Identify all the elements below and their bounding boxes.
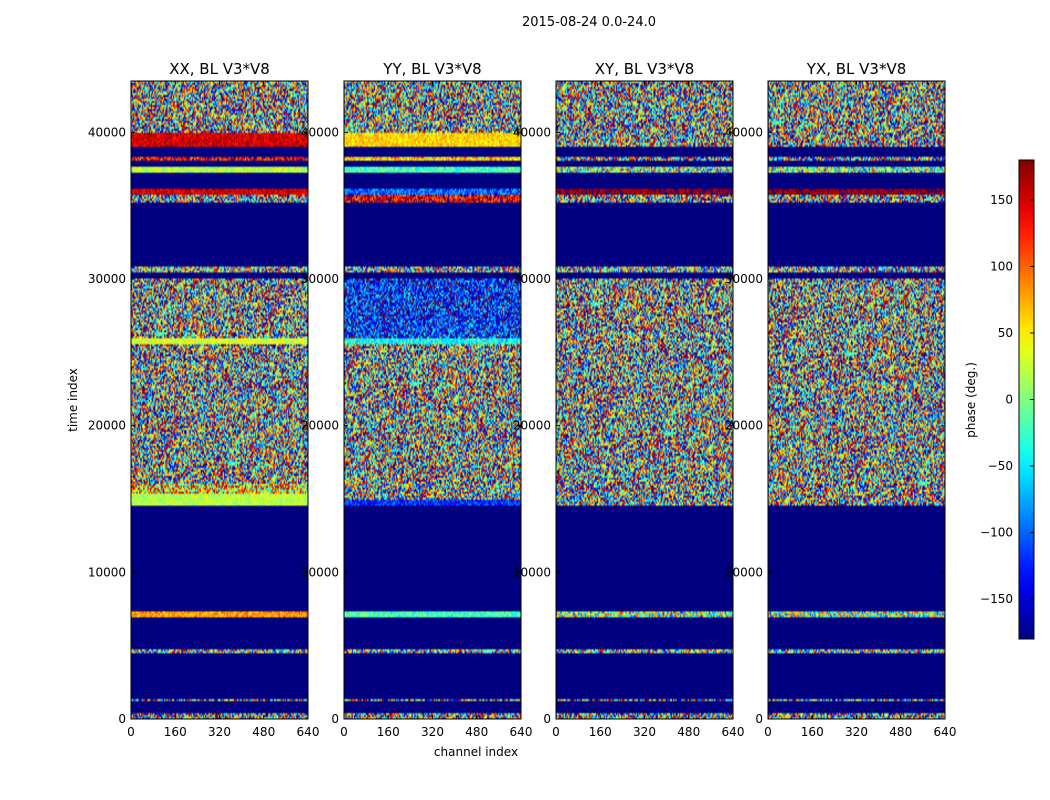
y-tick-label: 10000 (725, 565, 763, 579)
y-tick-label: 20000 (88, 419, 126, 433)
panel-title-2: YY, BL V3*V8 (382, 60, 481, 78)
x-tick-label: 0 (764, 725, 772, 739)
y-tick-label: 0 (331, 712, 339, 726)
colorbar-tick-label: −150 (980, 592, 1013, 606)
y-tick-label: 40000 (513, 125, 551, 139)
colorbar-label: phase (deg.) (964, 362, 978, 438)
x-tick-label: 320 (208, 725, 231, 739)
y-tick-label: 30000 (725, 272, 763, 286)
x-tick-label: 0 (552, 725, 560, 739)
phase-heatmap-2 (344, 81, 521, 719)
y-axis-label: time index (66, 368, 80, 432)
y-tick-label: 0 (755, 712, 763, 726)
panel-title-4: YX, BL V3*V8 (806, 60, 907, 78)
x-tick-label: 640 (722, 725, 745, 739)
y-tick-label: 10000 (513, 565, 551, 579)
x-tick-label: 160 (377, 725, 400, 739)
y-tick-label: 20000 (513, 419, 551, 433)
y-tick-label: 20000 (301, 419, 339, 433)
y-tick-label: 40000 (301, 125, 339, 139)
panel-title-1: XX, BL V3*V8 (169, 60, 270, 78)
panel-title-3: XY, BL V3*V8 (595, 60, 695, 78)
colorbar-tick-label: −100 (980, 526, 1013, 540)
panel-3: XY, BL V3*V8 0 160 320 480 640 0 10000 20000 3000… (513, 60, 745, 739)
x-axis-label: channel index (434, 745, 518, 759)
colorbar-tick-label: 150 (990, 193, 1013, 207)
x-tick-label: 160 (164, 725, 187, 739)
x-tick-label: 160 (589, 725, 612, 739)
y-tick-label: 10000 (301, 565, 339, 579)
phase-heatmap-1 (131, 81, 308, 719)
colorbar-tick-label: −50 (988, 459, 1013, 473)
x-tick-label: 640 (297, 725, 320, 739)
x-tick-label: 320 (421, 725, 444, 739)
panels-group: XX, BL V3*V8 0 160 320 480 640 0 10000 20000 3000… (88, 60, 957, 739)
panel-2: YY, BL V3*V8 0 160 320 480 640 0 10000 20000 3000… (301, 60, 533, 739)
y-tick-label: 40000 (725, 125, 763, 139)
y-tick-label: 0 (543, 712, 551, 726)
x-tick-label: 640 (934, 725, 957, 739)
panel-1: XX, BL V3*V8 0 160 320 480 640 0 10000 20000 3000… (88, 60, 320, 739)
x-tick-label: 320 (633, 725, 656, 739)
x-tick-label: 480 (252, 725, 275, 739)
phase-heatmap-3 (556, 81, 733, 719)
x-tick-label: 480 (465, 725, 488, 739)
colorbar-tick-label: 50 (998, 326, 1013, 340)
x-tick-label: 480 (677, 725, 700, 739)
colorbar-tick-label: 100 (990, 259, 1013, 273)
y-tick-label: 20000 (725, 419, 763, 433)
x-tick-label: 0 (127, 725, 135, 739)
y-tick-label: 40000 (88, 125, 126, 139)
x-tick-label: 640 (510, 725, 533, 739)
y-tick-label: 30000 (513, 272, 551, 286)
figure-title: 2015-08-24 0.0-24.0 (522, 15, 656, 30)
y-tick-label: 0 (118, 712, 126, 726)
colorbar: −150 −100 −50 0 50 100 150 phase (deg.) (964, 159, 1035, 640)
phase-heatmap-4 (768, 81, 945, 719)
colorbar-tick-label: 0 (1005, 393, 1013, 407)
y-tick-label: 10000 (88, 565, 126, 579)
x-tick-label: 480 (889, 725, 912, 739)
y-tick-label: 30000 (88, 272, 126, 286)
x-tick-label: 160 (801, 725, 824, 739)
y-tick-label: 30000 (301, 272, 339, 286)
x-tick-label: 0 (340, 725, 348, 739)
panel-4: YX, BL V3*V8 0 160 320 480 640 0 10000 20000 3000… (725, 60, 957, 739)
x-tick-label: 320 (845, 725, 868, 739)
